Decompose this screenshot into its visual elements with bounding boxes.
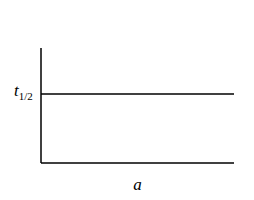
x-axis	[41, 162, 234, 164]
y-axis	[40, 48, 42, 163]
plot-area	[41, 94, 234, 95]
series-line	[41, 93, 234, 95]
x-axis-label: a	[133, 175, 142, 194]
y-axis-label: t1/2	[14, 81, 33, 102]
chart: a t1/2	[0, 0, 254, 200]
